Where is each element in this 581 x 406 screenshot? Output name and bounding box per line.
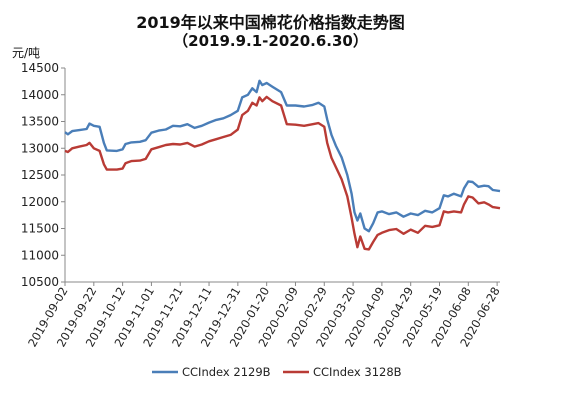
y-tick-label: 14500	[21, 61, 59, 75]
axes	[64, 68, 500, 283]
legend-label-2: CCIndex 3128B	[313, 365, 402, 379]
y-tick-label: 12000	[21, 195, 59, 209]
y-tick-label: 13000	[21, 141, 59, 155]
y-axis-unit-label: 元/吨	[12, 46, 41, 60]
legend: CCIndex 2129B CCIndex 3128B	[152, 365, 402, 379]
y-tick-label: 12500	[21, 168, 59, 182]
x-tick-labels: 2019-09-022019-09-222019-10-122019-11-01…	[25, 282, 503, 349]
y-tick-label: 11500	[21, 222, 59, 236]
series-line-2	[64, 95, 501, 251]
y-tick-labels: 10500 11000 11500 12000 12500 13000 13500 14000…	[21, 61, 65, 289]
y-tick-label: 10500	[21, 275, 59, 289]
y-tick-label: 11000	[21, 248, 59, 262]
legend-label-1: CCIndex 2129B	[182, 365, 271, 379]
chart-title: 2019年以来中国棉花价格指数走势图	[136, 13, 405, 32]
y-tick-label: 13500	[21, 115, 59, 129]
series-lines	[64, 79, 501, 251]
y-tick-label: 14000	[21, 88, 59, 102]
series-line-1	[64, 79, 501, 233]
chart-subtitle: （2019.9.1-2020.6.30）	[173, 32, 368, 50]
